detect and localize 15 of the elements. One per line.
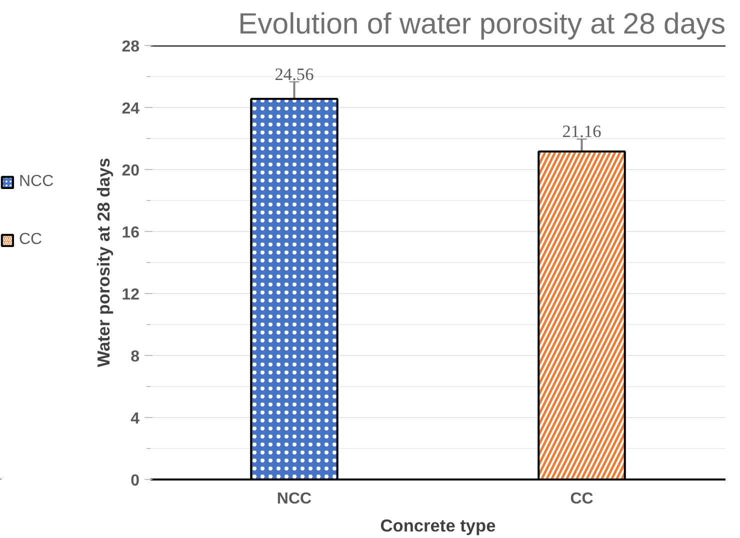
y-tick-label: 12 [122, 286, 140, 304]
y-tick-label: 8 [130, 348, 140, 366]
data-label: 21.16 [562, 122, 602, 142]
y-tick-label: 4 [130, 410, 140, 428]
x-axis-title: Concrete type [380, 516, 496, 536]
y-tick-label: 16 [122, 224, 140, 242]
data-label: 24.56 [274, 64, 314, 84]
y-tick-label: 0 [130, 472, 140, 490]
legend-label: CC [19, 231, 42, 249]
y-tick-label: 28 [122, 38, 140, 56]
y-tick-label: 24 [122, 100, 140, 118]
y-axis-title: Water porosity at 28 days [94, 158, 114, 368]
y-tick-label: 20 [122, 162, 140, 180]
legend-label: NCC [19, 173, 54, 191]
chart-title: Evolution of water porosity at 28 days [238, 8, 726, 40]
